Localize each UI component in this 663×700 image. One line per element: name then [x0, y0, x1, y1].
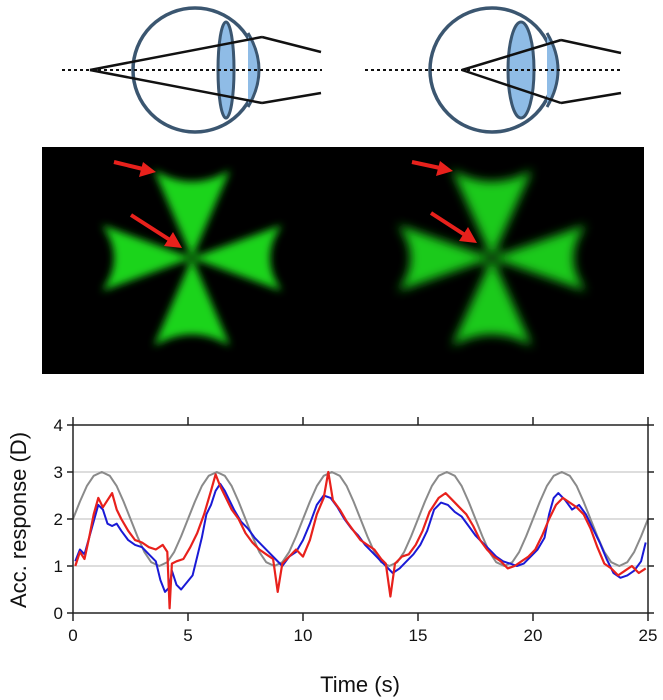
ray-lower-out-right — [560, 91, 622, 105]
response-line-red — [74, 470, 647, 610]
arrow-left-center — [129, 213, 182, 248]
accommodation-chart: 0 1 2 3 4 0 5 10 15 20 25 Time (s) Acc. response (… — [6, 416, 657, 697]
maltese-cross-left — [102, 170, 282, 346]
x-axis-title: Time (s) — [320, 672, 400, 697]
eye-diagram-right — [365, 6, 622, 134]
arrow-right-upper — [411, 160, 453, 176]
y-tick-label: 3 — [54, 463, 63, 482]
red-arrows — [113, 160, 477, 248]
ray-upper-left — [89, 35, 263, 72]
ray-lower-out-left — [261, 91, 322, 105]
x-tick-label: 20 — [524, 626, 543, 645]
x-tick-label: 5 — [183, 626, 192, 645]
data-series — [72, 470, 649, 610]
axis-ticks: 0 1 2 3 4 0 5 10 15 20 25 — [54, 416, 658, 645]
ray-lower-left — [89, 68, 263, 105]
y-tick-label: 0 — [54, 604, 63, 623]
arrow-left-upper — [113, 160, 156, 177]
y-axis-title: Acc. response (D) — [6, 432, 31, 608]
x-tick-label: 10 — [294, 626, 313, 645]
x-tick-label: 0 — [68, 626, 77, 645]
maltese-cross-right — [398, 170, 586, 346]
y-tick-label: 1 — [54, 557, 63, 576]
ray-upper-out-left — [261, 35, 322, 54]
y-tick-label: 2 — [54, 510, 63, 529]
x-tick-label: 25 — [639, 626, 658, 645]
ray-lower-right — [461, 68, 562, 105]
arrow-right-center — [429, 211, 477, 243]
eye-diagram-left — [62, 6, 322, 134]
cornea-left — [246, 32, 261, 108]
ray-upper-out-right — [560, 38, 622, 55]
x-tick-label: 15 — [409, 626, 428, 645]
y-tick-label: 4 — [54, 416, 63, 435]
target-stimulus-line — [72, 471, 649, 567]
ray-upper-right — [461, 38, 562, 72]
